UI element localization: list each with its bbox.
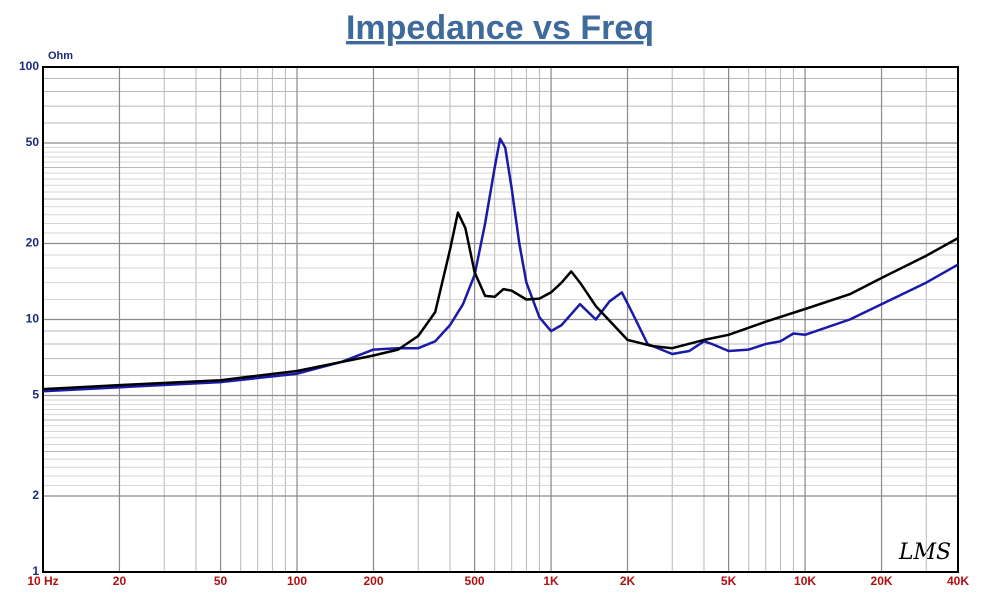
x-tick-label: 20K [871, 574, 893, 588]
y-tick-label: 100 [19, 59, 39, 73]
y-axis-label: Ohm [48, 50, 73, 62]
series-line [42, 211, 959, 391]
x-tick-label: 500 [465, 574, 485, 588]
x-tick-label: 20 [113, 574, 127, 588]
x-tick-label: 5K [721, 574, 737, 588]
y-tick-label: 20 [26, 236, 40, 250]
plot-border [42, 66, 959, 573]
x-tick-label: 10K [794, 574, 816, 588]
chart-title: Impedance vs Freq [346, 9, 654, 47]
series-line [42, 137, 959, 393]
x-tick-label: 200 [363, 574, 383, 588]
y-tick-label: 1 [32, 564, 39, 578]
x-tick-label: 50 [214, 574, 228, 588]
y-tick-label: 50 [26, 135, 40, 149]
x-tick-label: 2K [620, 574, 636, 588]
watermark: LMS [898, 540, 951, 565]
x-tick-label: 10 Hz [27, 574, 58, 588]
y-tick-label: 2 [32, 488, 39, 502]
x-tick-label: 40K [947, 574, 969, 588]
x-tick-label: 100 [287, 574, 307, 588]
x-tick-label: 1K [543, 574, 559, 588]
y-tick-label: 10 [26, 312, 40, 326]
y-tick-label: 5 [32, 388, 39, 402]
